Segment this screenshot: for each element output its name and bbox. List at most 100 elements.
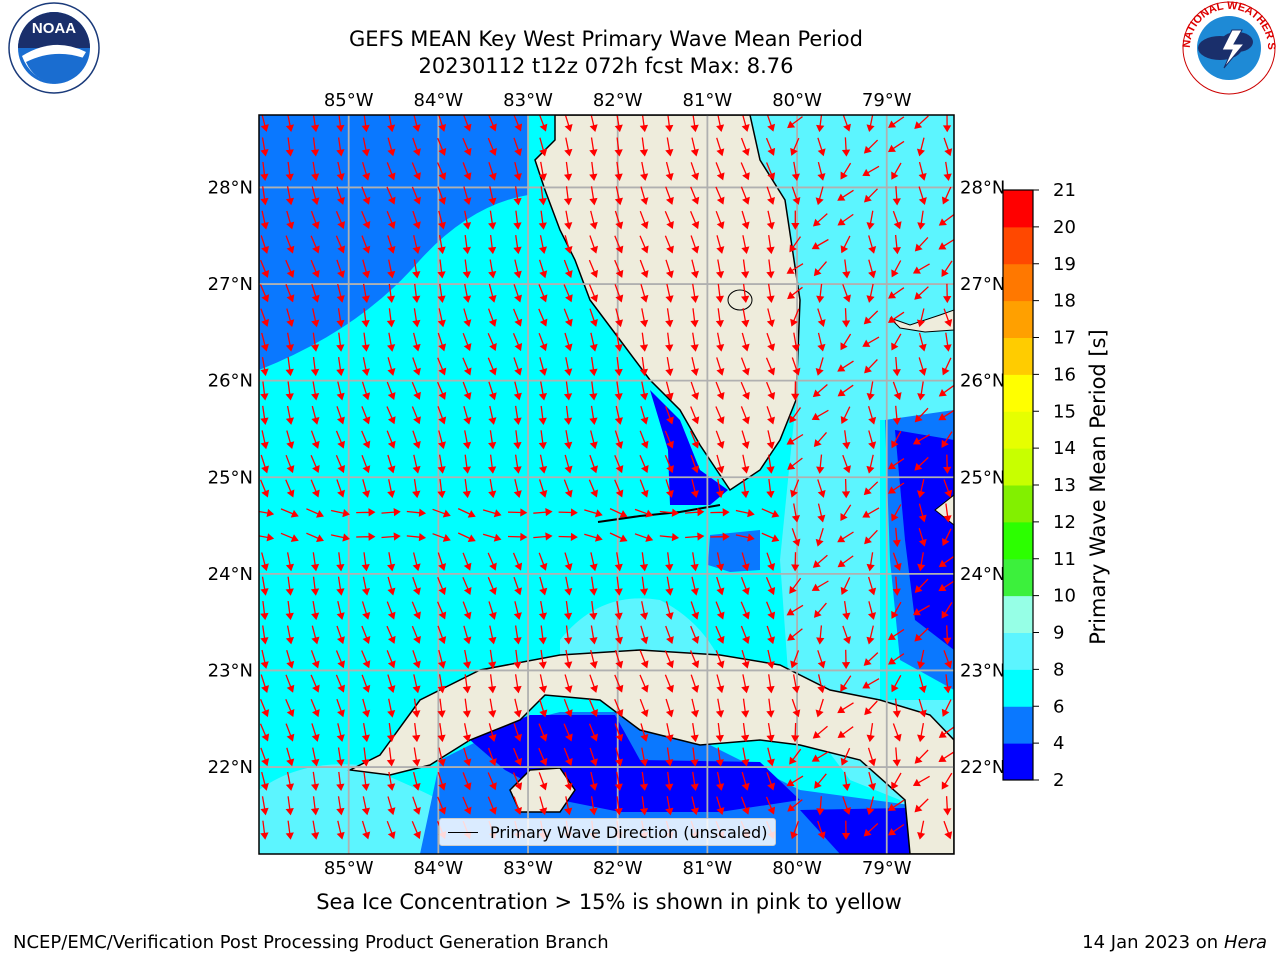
- wave-direction-arrow: [614, 650, 624, 669]
- wave-direction-arrow: [640, 381, 649, 401]
- wave-direction-arrow: [639, 674, 649, 693]
- wave-direction-arrow: [462, 162, 472, 181]
- wave-direction-arrow: [690, 235, 700, 254]
- wave-direction-arrow: [412, 576, 421, 596]
- wave-direction-arrow: [488, 405, 497, 425]
- wave-direction-arrow: [741, 747, 750, 767]
- wave-direction-arrow: [740, 723, 750, 743]
- wave-direction-arrow: [356, 532, 376, 541]
- wave-direction-arrow: [260, 210, 269, 230]
- wave-direction-arrow: [412, 479, 421, 499]
- wave-direction-arrow: [791, 186, 801, 205]
- wave-direction-arrow: [639, 771, 649, 791]
- wave-direction-arrow: [614, 186, 623, 206]
- wave-direction-arrow: [285, 820, 294, 840]
- wave-direction-arrow: [690, 186, 700, 205]
- wave-direction-arrow: [716, 674, 725, 694]
- wave-direction-arrow: [539, 576, 548, 596]
- wave-direction-arrow: [432, 508, 451, 518]
- wave-direction-arrow: [361, 211, 371, 230]
- wave-direction-arrow: [892, 356, 901, 377]
- wave-direction-arrow: [715, 601, 725, 620]
- wave-direction-arrow: [685, 532, 705, 541]
- wave-direction-arrow: [614, 137, 623, 157]
- wave-direction-arrow: [437, 796, 447, 815]
- wave-direction-arrow: [463, 747, 472, 767]
- nws-logo: NATIONAL WEATHER SERVICE: [0, 0, 1277, 95]
- wave-direction-arrow: [766, 649, 775, 669]
- wave-direction-arrow: [817, 161, 826, 181]
- wave-direction-arrow: [766, 210, 775, 230]
- wave-direction-arrow: [740, 357, 750, 376]
- wave-direction-arrow: [914, 578, 929, 594]
- colorbar-tick-label: 11: [1053, 549, 1076, 570]
- wave-direction-arrow: [311, 405, 320, 425]
- wave-direction-arrow: [789, 236, 802, 253]
- wave-direction-arrow: [533, 532, 553, 541]
- wave-direction-arrow: [888, 823, 905, 836]
- wave-direction-arrow: [336, 552, 345, 572]
- wave-direction-arrow: [330, 533, 350, 542]
- colorbar-swatch: [1003, 337, 1033, 375]
- wave-direction-arrow: [941, 431, 953, 448]
- wave-direction-arrow: [665, 552, 674, 572]
- lat-label-right: 24°N: [960, 564, 1005, 585]
- wave-direction-arrow: [614, 235, 624, 254]
- wave-direction-arrow: [690, 674, 700, 693]
- wave-direction-arrow: [789, 748, 802, 765]
- wave-direction-arrow: [664, 455, 674, 474]
- wave-direction-arrow: [310, 650, 320, 669]
- colorbar-tick-label: 9: [1053, 623, 1064, 644]
- wave-direction-arrow: [892, 210, 902, 230]
- wave-direction-arrow: [867, 576, 877, 596]
- wave-direction-arrow: [740, 601, 750, 620]
- wave-direction-arrow: [564, 576, 573, 596]
- wave-direction-arrow: [462, 796, 472, 815]
- colorbar-tick-label: 12: [1053, 512, 1076, 533]
- wave-direction-arrow: [538, 723, 548, 742]
- wave-direction-arrow: [765, 601, 776, 620]
- wave-direction-arrow: [564, 357, 573, 377]
- wave-direction-arrow: [259, 508, 275, 517]
- wave-direction-arrow: [285, 332, 295, 352]
- wave-direction-arrow: [790, 308, 800, 327]
- wave-direction-arrow: [614, 455, 624, 474]
- colorbar-tick-label: 6: [1053, 696, 1064, 717]
- lon-label-top: 79°W: [862, 90, 912, 111]
- wave-direction-arrow: [867, 747, 877, 767]
- wave-direction-arrow: [786, 775, 804, 787]
- wave-direction-arrow: [361, 796, 370, 816]
- wave-direction-arrow: [411, 186, 421, 205]
- wave-direction-arrow: [639, 210, 649, 230]
- wave-direction-arrow: [917, 820, 926, 840]
- wave-direction-arrow: [336, 406, 345, 425]
- wave-direction-arrow: [665, 747, 674, 767]
- wave-direction-arrow: [513, 137, 523, 157]
- wave-direction-arrow: [715, 406, 725, 425]
- colorbar: 2 4 6 8 9 10 11 12 13 14 15 16 17 18 19 20 21: [1002, 180, 1076, 791]
- wave-direction-arrow: [412, 137, 421, 157]
- wave-direction-arrow: [841, 820, 851, 840]
- wave-direction-arrow: [943, 308, 953, 327]
- lon-label-bottom: 83°W: [503, 858, 553, 879]
- wave-direction-arrow: [336, 357, 345, 377]
- wave-direction-arrow: [866, 381, 875, 401]
- wave-direction-arrow: [817, 479, 826, 498]
- wave-direction-arrow: [640, 601, 649, 621]
- wave-direction-arrow: [361, 162, 371, 181]
- wave-direction-arrow: [938, 238, 954, 250]
- wave-direction-arrow: [437, 454, 446, 474]
- wave-direction-arrow: [336, 137, 345, 157]
- wave-direction-arrow: [538, 161, 548, 181]
- wave-direction-arrow: [791, 381, 800, 401]
- wave-direction-arrow: [437, 747, 446, 767]
- wave-direction-arrow: [840, 747, 851, 766]
- wave-direction-arrow: [840, 675, 852, 692]
- wave-direction-arrow: [260, 649, 269, 669]
- wave-direction-arrow: [840, 504, 852, 522]
- wave-direction-arrow: [538, 625, 547, 645]
- wave-direction-arrow: [259, 259, 270, 278]
- wave-direction-arrow: [411, 625, 421, 644]
- lon-labels-bottom: 85°W 84°W 83°W 82°W 81°W 80°W 79°W: [324, 858, 912, 879]
- florida-land: [534, 115, 801, 492]
